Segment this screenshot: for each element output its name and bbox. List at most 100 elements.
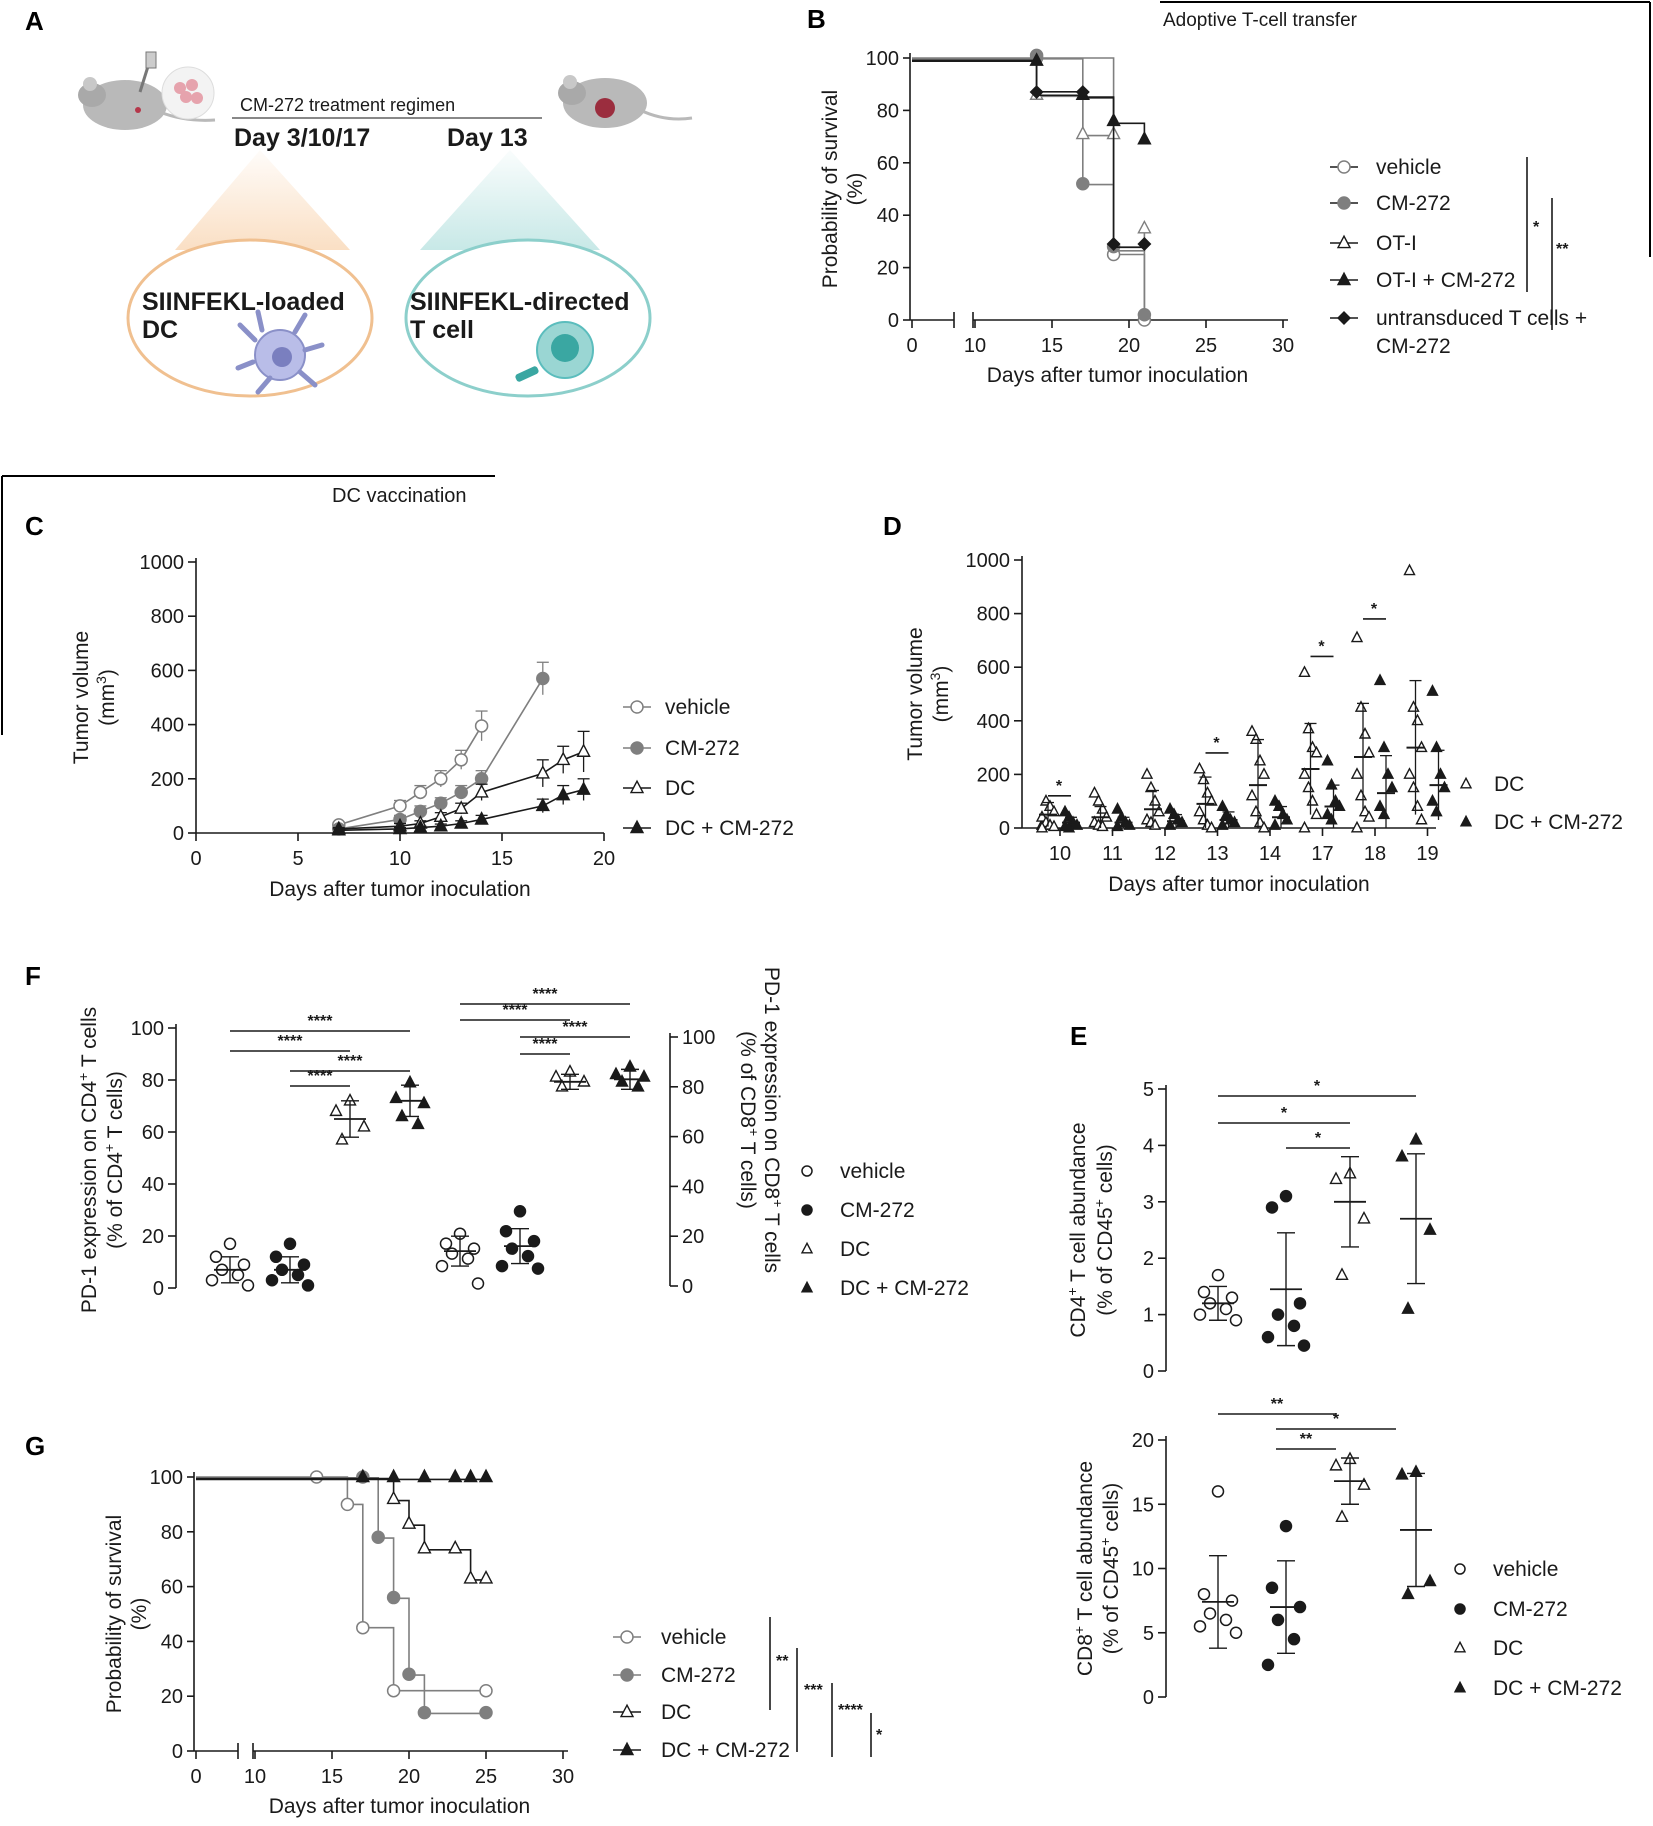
legend-marker (619, 1703, 635, 1718)
tcell-label-line1: SIINFEKL-directed (410, 288, 629, 316)
superscript: + (75, 1073, 91, 1081)
significance-label: **** (563, 1019, 589, 1036)
data-point (1407, 700, 1420, 712)
survival-marker (1075, 85, 1090, 100)
legend-label: vehicle (1376, 156, 1441, 179)
data-point (454, 785, 468, 800)
mouse-left-illustration (78, 51, 216, 130)
data-point (1357, 1477, 1371, 1490)
data-point (1111, 819, 1124, 832)
significance-label: * (1533, 219, 1540, 236)
data-point (1193, 804, 1206, 817)
legend-label-line1: untransduced T cells + (1376, 307, 1587, 330)
data-point (1219, 1613, 1233, 1627)
superscript: + (1071, 1626, 1087, 1634)
panel-letter-d: D (883, 511, 902, 541)
survival-marker (479, 1705, 493, 1720)
right-y-tick-label: 40 (682, 1176, 704, 1198)
data-point (1287, 1632, 1301, 1646)
t-cell-icon (515, 321, 594, 382)
data-point (555, 1079, 569, 1092)
label-part: CD4 (1067, 1295, 1090, 1337)
data-point (1325, 777, 1338, 790)
data-point (269, 1250, 283, 1264)
panel-c-tumor-growth-chart: C 0 200 400 600 800 1000 0 5 10 15 20 Days after tu… (25, 511, 794, 901)
section-adoptive-transfer: Adoptive T-cell transfer (1163, 10, 1358, 31)
y-tick-label: 100 (150, 1467, 183, 1489)
data-point (1219, 1302, 1233, 1316)
dc-label-line1: SIINFEKL-loaded (142, 288, 345, 316)
data-point (1401, 1586, 1415, 1600)
data-point (1298, 665, 1311, 678)
data-point (1279, 1519, 1293, 1533)
label-part: (% of CD45 (1094, 1207, 1117, 1316)
survival-marker (1137, 219, 1152, 234)
data-point (1306, 793, 1319, 806)
label-part: ) (930, 666, 953, 673)
y-tick-label: 100 (866, 48, 899, 70)
significance-label: **** (308, 1068, 334, 1085)
data-point (1438, 780, 1451, 793)
data-point (1373, 673, 1387, 686)
legend-marker (1336, 234, 1352, 249)
legend-marker (620, 1668, 634, 1682)
x-tick-label: 12 (1154, 843, 1176, 865)
data-point (1203, 1607, 1217, 1620)
data-point (1411, 799, 1424, 812)
data-point (1350, 820, 1364, 833)
legend-marker (629, 779, 645, 794)
label-part: (mm (930, 680, 953, 722)
data-point (531, 1262, 545, 1275)
survival-marker (386, 1490, 401, 1505)
data-point (1335, 1267, 1349, 1281)
data-point (1403, 563, 1416, 576)
legend-label: DC + CM-272 (840, 1277, 969, 1300)
y-tick-label: 40 (142, 1174, 164, 1196)
y-tick-label: 400 (977, 711, 1010, 733)
data-point (521, 1249, 535, 1263)
data-point (1261, 1330, 1275, 1344)
significance-label: * (1056, 778, 1063, 795)
data-point (1381, 767, 1395, 779)
y-axis-label: Tumor volume (904, 627, 927, 760)
panel-letter-g: G (25, 1431, 45, 1461)
data-point (527, 1234, 541, 1248)
tcell-label-line2: T cell (410, 316, 474, 344)
data-point (393, 799, 407, 813)
data-point (439, 1237, 453, 1250)
survival-marker (417, 1539, 432, 1554)
y-tick-label: 20 (142, 1226, 164, 1248)
data-point (474, 719, 489, 733)
data-point (1280, 812, 1294, 825)
x-tick-label: 15 (1041, 335, 1063, 357)
legend-marker (1337, 160, 1351, 174)
x-tick-label: 5 (292, 848, 303, 870)
data-point (1211, 1268, 1225, 1282)
legend-marker (1459, 814, 1473, 827)
y-tick-label: 0 (999, 818, 1010, 840)
x-tick-label: 0 (906, 335, 917, 357)
y-axis-label: Tumor volume (70, 631, 93, 764)
y-tick-label: 80 (142, 1070, 164, 1092)
data-point (1297, 1339, 1311, 1352)
legend-label: CM-272 (661, 1664, 736, 1687)
data-point (1265, 1581, 1279, 1595)
y-axis-label: CD8+ T cell abundance (1071, 1461, 1097, 1676)
dc-beam (175, 150, 350, 250)
y-tick-label: 0 (153, 1278, 164, 1300)
data-point (1434, 767, 1447, 779)
legend-label: CM-272 (840, 1199, 915, 1222)
legend-marker (801, 1204, 813, 1216)
data-point (1035, 820, 1049, 833)
y-tick-label: 3 (1143, 1192, 1154, 1214)
x-axis-label: Days after tumor inoculation (987, 364, 1248, 387)
survival-marker (478, 1570, 494, 1584)
legend-marker (630, 700, 644, 714)
panel-b-survival-chart: B 0 20 40 60 80 100 0 10 15 20 25 30 Days after tumo… (807, 4, 1587, 387)
survival-marker (1137, 130, 1152, 145)
right-y-tick-label: 80 (682, 1077, 704, 1099)
data-point (392, 820, 408, 835)
data-point (535, 797, 550, 812)
